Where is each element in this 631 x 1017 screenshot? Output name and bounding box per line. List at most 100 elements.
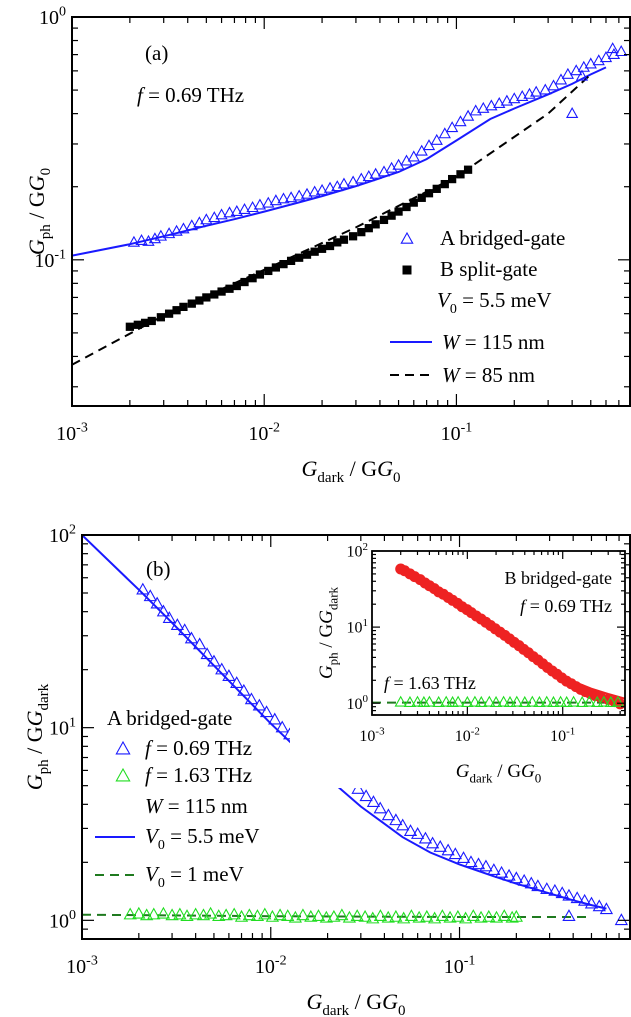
data-point [394,695,407,707]
data-point [139,908,154,921]
data-point [346,175,360,187]
panel-b-chart: 10-3 10-2 10-1 100 101 102 Gdark / GG0 Gph / GG… [22,523,631,1017]
data-point [302,250,312,259]
legend-label: f = 0.69 THz [145,736,252,760]
data-point [173,907,187,920]
data-point [271,263,281,272]
data-point [614,913,629,926]
data-point [227,907,241,920]
data-point [518,695,531,707]
data-point [193,216,206,228]
data-point [403,695,417,707]
data-point [583,695,596,707]
data-point [178,623,192,636]
data-point [570,891,584,904]
data-point [150,596,164,609]
data-point [248,274,257,283]
data-point [252,698,266,711]
data-point [223,206,236,218]
data-point [230,676,244,689]
data-point [327,909,341,922]
data-point [202,293,211,302]
y-tick-label: 100 [39,5,66,29]
data-point [180,909,194,921]
data-point [389,813,403,826]
plot-area [72,42,628,366]
data-point [606,42,619,54]
data-point [487,863,501,875]
data-point [505,910,519,923]
data-point [381,910,395,923]
data-point [497,695,510,707]
y-tick-label: 101 [347,617,369,637]
inset-annotation: f = 0.69 THz [520,596,612,616]
data-point [597,695,611,707]
data-point [200,213,213,225]
data-point [355,172,368,184]
y-axis-title: Gph / GG0 [24,168,54,255]
data-point [415,144,428,156]
plot-frame [71,16,631,407]
data-point [396,818,410,831]
data-point [156,604,171,617]
data-point [284,191,298,203]
panel-b-inset-chart: 10-3 10-2 10-1 100 101 102 Gdark / GG0 Gph / GG… [290,541,626,788]
data-point [325,241,335,251]
data-point [509,909,523,922]
data-point [154,229,168,241]
legend-label: V0 = 5.5 meV [437,288,552,317]
x-tick-label: 10-2 [255,954,287,978]
data-point [464,855,478,868]
data-point [238,202,251,214]
data-point [172,306,181,315]
data-point [203,906,218,919]
data-point [607,47,621,60]
data-point [565,106,579,119]
data-point [207,654,221,667]
plot-area [372,563,625,710]
data-point [323,181,337,193]
data-point [479,859,493,872]
data-point [407,150,420,162]
panel-label: (b) [146,557,171,581]
data-point [409,198,418,207]
y-tick-label: 102 [347,541,369,561]
annotation-frequency: f = 0.69 THz [137,83,244,107]
data-point [524,876,538,889]
data-point [371,220,380,229]
legend-marker [115,740,131,755]
data-point [296,908,310,921]
data-point [385,161,398,173]
legend-label: A bridged-gate [440,226,565,250]
data-point [562,888,576,901]
data-point [277,192,290,204]
data-point [275,720,289,733]
data-point [337,177,351,189]
data-point [412,910,426,923]
data-point [264,266,273,276]
data-point [604,695,618,707]
data-point [246,201,259,213]
y-tick-label: 101 [49,715,76,739]
legend-label: V0 = 5.5 meV [145,824,260,853]
data-point [389,909,403,922]
data-point [222,669,236,681]
data-point [489,695,503,707]
legend-label: W = 115 nm [442,330,545,354]
data-point [547,695,560,707]
data-point [147,316,156,326]
data-point [265,909,280,922]
data-point [123,907,137,920]
data-point [335,908,349,921]
data-point [531,879,545,892]
data-point [253,198,267,210]
data-point [425,836,440,849]
series-line [72,73,592,366]
data-point [430,133,443,145]
data-point [200,647,214,660]
data-point [240,277,249,287]
data-point [358,909,372,922]
x-tick-label: 10-3 [56,421,88,445]
data-point [234,909,249,922]
